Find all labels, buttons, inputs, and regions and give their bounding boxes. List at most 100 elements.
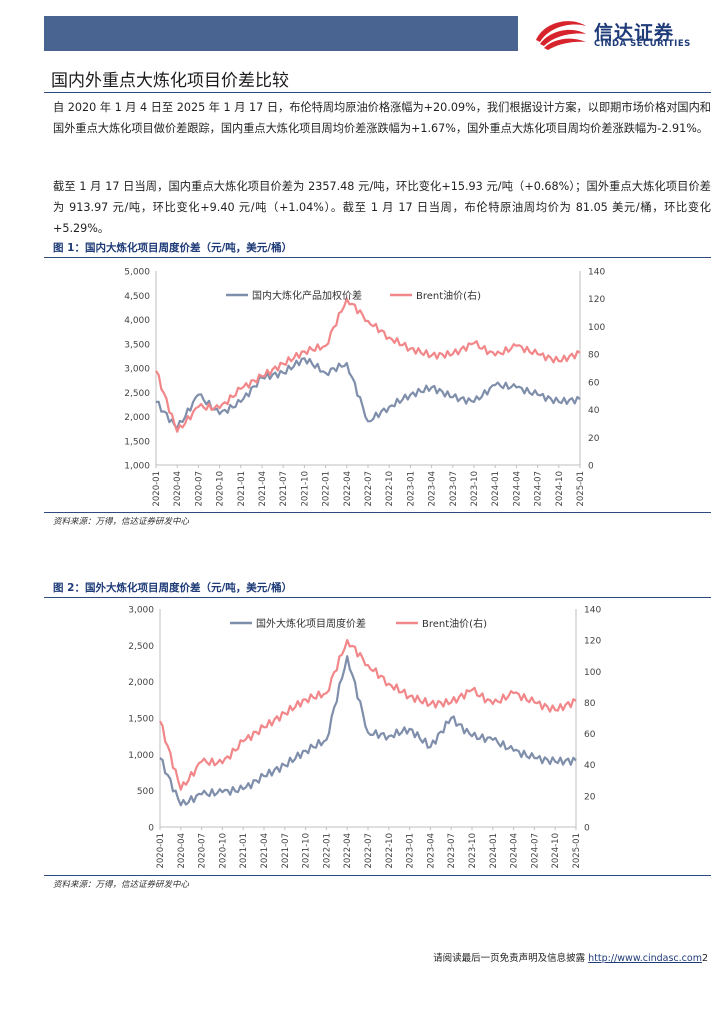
y-left-tick-label: 1,500 [124, 437, 150, 447]
y-left-tick-label: 1,000 [124, 462, 150, 472]
x-tick-label: 2020-04 [177, 833, 187, 869]
title-rule [44, 92, 711, 93]
x-tick-label: 2024-01 [489, 833, 499, 869]
x-tick-label: 2023-07 [447, 833, 457, 869]
brand-name-cn: 信达证券 [594, 22, 675, 44]
x-tick-label: 2022-04 [343, 471, 353, 507]
y-left-tick-label: 4,500 [124, 292, 150, 302]
y-right-tick-label: 80 [588, 351, 600, 361]
figure-2-bottom-rule [44, 875, 711, 876]
figure-1-source: 资料来源：万得，信达证券研发中心 [53, 517, 190, 527]
y-right-tick-label: 100 [584, 668, 601, 678]
y-left-tick-label: 500 [137, 787, 154, 797]
figure-2-label: 图 2：国外大炼化项目周度价差（元/吨，美元/桶） [53, 582, 293, 594]
footer: 请阅读最后一页免责声明及信息披露 http://www.cindasc.com2 [433, 950, 708, 964]
x-tick-label: 2021-07 [279, 471, 289, 507]
series-line-brent [159, 639, 577, 791]
legend-label: Brent油价(右) [416, 289, 481, 302]
x-tick-label: 2021-10 [300, 471, 310, 507]
paragraph-1: 自 2020 年 1 月 4 日至 2025 年 1 月 17 日，布伦特周均原… [53, 101, 711, 135]
figure-1-top-rule [44, 257, 711, 258]
y-left-tick-label: 1,500 [128, 715, 154, 725]
footer-link[interactable]: http://www.cindasc.com [588, 953, 702, 964]
y-left-tick-label: 2,000 [128, 678, 154, 688]
figure-2-source: 资料来源：万得，信达证券研发中心 [53, 880, 190, 890]
x-tick-label: 2021-10 [302, 833, 312, 869]
y-left-tick-label: 3,000 [128, 606, 154, 616]
x-tick-label: 2023-04 [426, 833, 436, 869]
figure-1-label: 图 1：国内大炼化项目周度价差（元/吨，美元/桶） [53, 242, 293, 254]
brand-logo: 信达证券 CINDA SECURITIES [530, 14, 710, 54]
y-right-tick-label: 120 [588, 295, 605, 305]
x-tick-label: 2022-07 [364, 833, 374, 869]
x-tick-label: 2022-01 [322, 833, 332, 869]
x-tick-label: 2020-01 [152, 471, 162, 507]
x-tick-label: 2024-04 [510, 833, 520, 869]
x-tick-label: 2020-10 [218, 833, 228, 869]
x-tick-label: 2025-01 [572, 833, 582, 869]
x-tick-label: 2024-01 [491, 471, 501, 507]
legend-label: Brent油价(右) [422, 617, 487, 630]
x-tick-label: 2023-01 [406, 471, 416, 507]
x-tick-label: 2023-10 [468, 833, 478, 869]
series-line-brent [155, 297, 581, 433]
x-tick-label: 2023-04 [428, 471, 438, 507]
y-right-tick-label: 0 [584, 824, 590, 834]
cinda-logo-icon [536, 21, 586, 50]
y-right-tick-label: 40 [588, 406, 600, 416]
x-tick-label: 2023-07 [449, 471, 459, 507]
x-tick-label: 2024-04 [512, 471, 522, 507]
brand-name-en: CINDA SECURITIES [594, 39, 691, 49]
x-tick-label: 2023-10 [470, 471, 480, 507]
legend-label: 国内大炼化产品加权价差 [252, 289, 362, 302]
y-left-tick-label: 3,500 [124, 340, 150, 350]
x-tick-label: 2022-01 [322, 471, 332, 507]
x-tick-label: 2021-04 [260, 833, 270, 869]
x-tick-label: 2020-07 [194, 471, 204, 507]
y-left-tick-label: 1,000 [128, 751, 154, 761]
x-tick-label: 2022-10 [385, 833, 395, 869]
x-tick-label: 2020-04 [173, 471, 183, 507]
y-right-tick-label: 60 [588, 378, 600, 388]
y-right-tick-label: 120 [584, 637, 601, 647]
figure-2-svg: 0 500 1,000 1,500 2,000 2,500 3,000 0 20 40 60 80 10… [128, 606, 601, 869]
y-right-tick-label: 140 [584, 606, 601, 616]
x-tick-label: 2022-04 [343, 833, 353, 869]
y-right-tick-label: 60 [584, 730, 596, 740]
x-tick-label: 2022-10 [385, 471, 395, 507]
x-tick-label: 2020-01 [156, 833, 166, 869]
y-right-tick-label: 80 [584, 699, 596, 709]
x-tick-label: 2024-07 [534, 471, 544, 507]
page-number: 2 [701, 953, 708, 964]
x-tick-label: 2021-01 [237, 471, 247, 507]
legend-label: 国外大炼化项目周度价差 [256, 617, 366, 630]
y-right-tick-label: 40 [584, 761, 596, 771]
y-left-tick-label: 3,000 [124, 365, 150, 375]
y-left-tick-label: 2,000 [124, 413, 150, 423]
x-tick-label: 2023-01 [406, 833, 416, 869]
figure-1-bottom-rule [44, 512, 711, 513]
y-left-tick-label: 0 [148, 824, 154, 834]
y-right-tick-label: 20 [584, 792, 596, 802]
x-tick-label: 2020-07 [198, 833, 208, 869]
y-left-tick-label: 4,000 [124, 316, 150, 326]
y-right-tick-label: 140 [588, 268, 605, 278]
x-tick-label: 2024-10 [555, 471, 565, 507]
x-tick-label: 2024-07 [530, 833, 540, 869]
y-right-tick-label: 100 [588, 323, 605, 333]
y-right-tick-label: 0 [588, 462, 594, 472]
x-tick-label: 2020-10 [216, 471, 226, 507]
figure-2-top-rule [44, 597, 711, 598]
section-title: 国内外重点大炼化项目价差比较 [51, 71, 289, 91]
x-tick-label: 2024-10 [551, 833, 561, 869]
figure-1-chart: 1,000 1,500 2,000 2,500 3,000 3,500 4,000 4,500… [44, 258, 711, 511]
footer-disclaimer: 请阅读最后一页免责声明及信息披露 [433, 953, 589, 964]
series-line-spread [156, 357, 581, 430]
series-line-spread [159, 655, 577, 807]
figure-1-svg: 1,000 1,500 2,000 2,500 3,000 3,500 4,000 4,500… [124, 268, 605, 507]
figure-2-chart: 0 500 1,000 1,500 2,000 2,500 3,000 0 20 40 60 80 10… [44, 598, 711, 874]
y-right-tick-label: 20 [588, 434, 600, 444]
x-tick-label: 2021-04 [258, 471, 268, 507]
y-left-tick-label: 2,500 [124, 389, 150, 399]
header-bar [44, 16, 518, 51]
